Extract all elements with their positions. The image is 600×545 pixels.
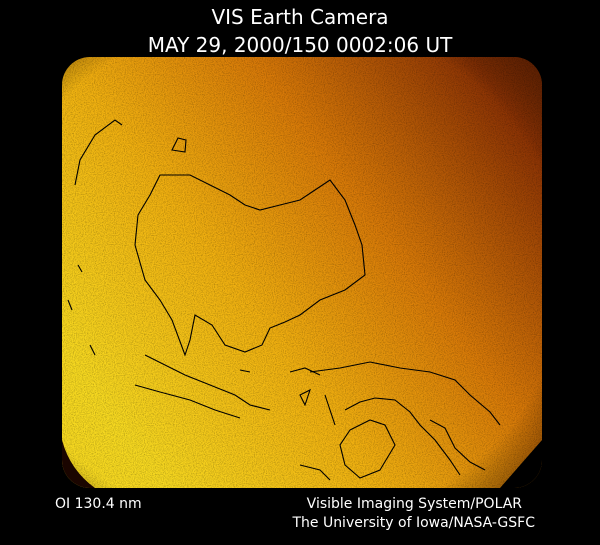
instrument: Visible Imaging System/POLAR — [307, 496, 523, 512]
earth-image — [62, 57, 542, 488]
credit: The University of Iowa/NASA-GSFC — [291, 515, 535, 531]
timestamp: MAY 29, 2000/150 0002:06 UT — [148, 33, 453, 57]
wavelength: OI 130.4 nm — [55, 496, 142, 512]
title: VIS Earth Camera — [211, 5, 388, 29]
